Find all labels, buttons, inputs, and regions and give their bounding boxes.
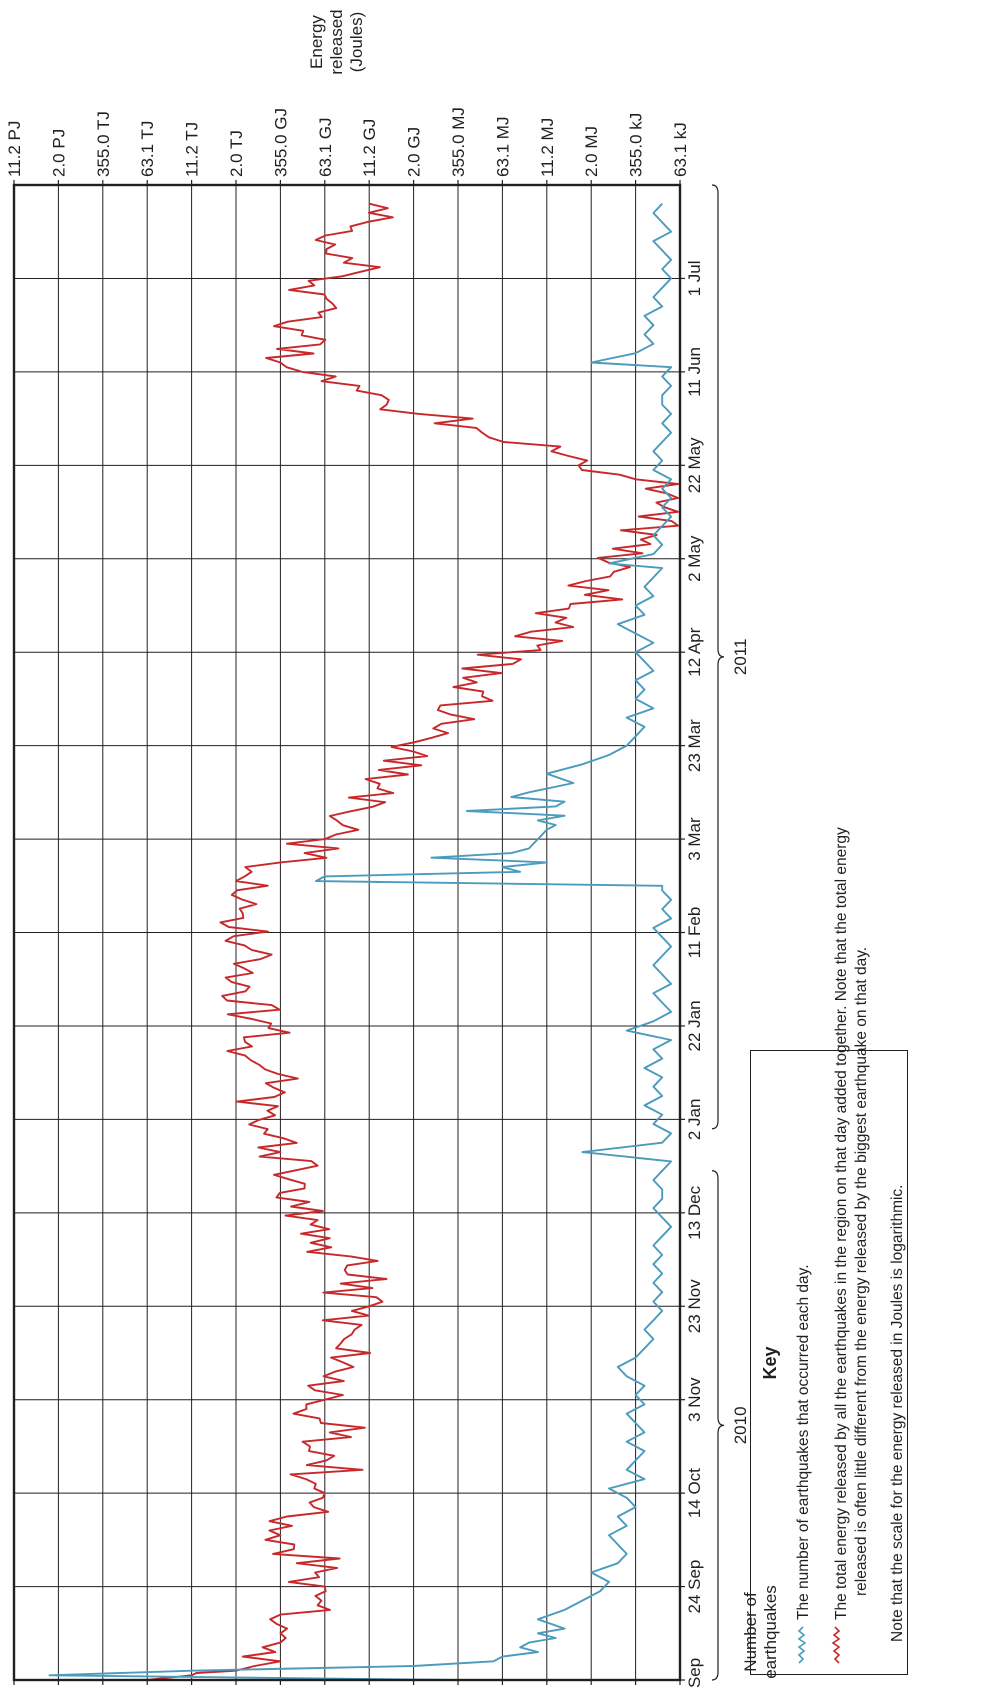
date-tick-label: 1 Jul [685, 260, 704, 296]
energy-tick-label: 2.0 PJ [49, 129, 68, 177]
energy-tick-label: 355.0 TJ [94, 111, 113, 177]
energy-tick-label: 63.1 TJ [138, 121, 157, 177]
energy-tick-label: 11.2 GJ [360, 119, 379, 177]
energy-tick-label: 2.0 TJ [227, 130, 246, 177]
right-axis-title-line1: Energy [307, 15, 326, 69]
energy-series-line [147, 202, 679, 1681]
right-axis-title-line2: released [327, 9, 346, 74]
key-note: Note that the scale for the energy relea… [889, 1185, 906, 1643]
date-tick-label: 4 Sep [685, 1658, 704, 1688]
energy-tick-label: 11.2 MJ [538, 118, 557, 177]
date-tick-label: 2 May [685, 535, 704, 582]
date-tick-label: 23 Mar [685, 719, 704, 772]
key-count-swatch [797, 1626, 807, 1664]
energy-tick-label: 2.0 GJ [405, 127, 424, 177]
key-energy-line [831, 1626, 841, 1664]
year-brace-2011 [711, 184, 725, 1130]
year-braces: 2010 2011 [711, 184, 750, 1681]
energy-tick-label: 11.2 PJ [5, 121, 24, 177]
date-tick-label: 3 Mar [685, 817, 704, 861]
date-tick-label: 13 Dec [685, 1185, 704, 1239]
key-energy-text-line2: released is often little different from … [853, 947, 870, 1596]
key-count-line [797, 1626, 807, 1664]
date-tick-label: 23 Nov [685, 1279, 704, 1333]
key-box [750, 1050, 908, 1675]
year-label-2011: 2011 [731, 639, 750, 676]
energy-tick-label: 2.0 MJ [582, 126, 601, 177]
date-tick-label: 22 May [685, 437, 704, 493]
date-tick-label: 14 Oct [685, 1468, 704, 1518]
energy-tick-label: 63.1 GJ [316, 117, 335, 177]
year-brace-2010 [711, 1170, 725, 1681]
axis-ticks [13, 180, 685, 1685]
axis-labels: 05101520253035404550556065707563.1 kJ355… [5, 107, 704, 1688]
grid-lines [13, 185, 681, 1681]
energy-tick-label: 355.0 kJ [627, 113, 646, 177]
plot-series [48, 202, 679, 1681]
key-count-text: The number of earthquakes that occurred … [795, 1264, 812, 1620]
left-axis-title-line2: earthquakes [761, 1585, 780, 1679]
energy-tick-label: 355.0 MJ [449, 107, 468, 177]
key-title: Key [760, 1346, 780, 1379]
right-axis-title-line3: (Joules) [347, 12, 366, 72]
key-energy-swatch [831, 1626, 841, 1664]
chart-key: Key The number of earthquakes that occur… [760, 827, 906, 1664]
energy-tick-label: 63.1 kJ [671, 122, 690, 177]
date-tick-label: 11 Jun [685, 347, 704, 397]
date-tick-label: 2 Jan [685, 1099, 704, 1141]
date-tick-label: 11 Feb [685, 907, 704, 959]
key-energy-text-line1: The total energy released by all the ear… [833, 827, 850, 1620]
date-tick-label: 22 Jan [685, 1000, 704, 1051]
date-tick-label: 24 Sep [685, 1560, 704, 1614]
energy-tick-label: 355.0 GJ [271, 108, 290, 177]
date-tick-label: 12 Apr [685, 627, 704, 676]
energy-tick-label: 11.2 TJ [183, 122, 202, 177]
energy-tick-label: 63.1 MJ [493, 117, 512, 177]
year-label-2010: 2010 [731, 1406, 750, 1444]
date-tick-label: 3 Nov [685, 1377, 704, 1422]
count-series-line [48, 203, 673, 1681]
